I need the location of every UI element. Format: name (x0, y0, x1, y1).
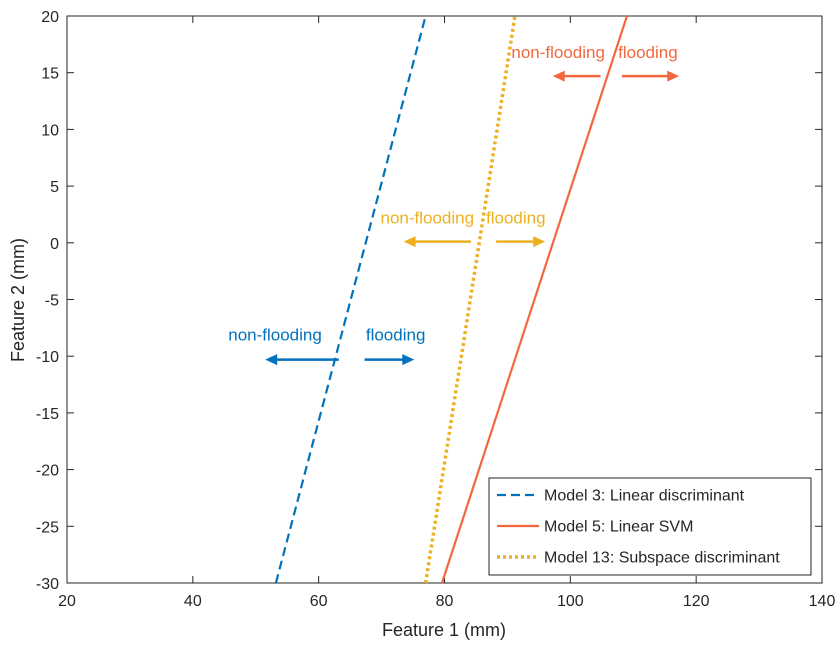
annotation-right-label: flooding (366, 325, 426, 344)
x-tick-label: 100 (557, 593, 584, 610)
annotation-left-label: non-flooding (380, 209, 474, 228)
legend: Model 3: Linear discriminant Model 5: Lin… (488, 477, 812, 576)
x-tick-label: 40 (184, 593, 202, 610)
legend-box (488, 477, 812, 576)
annotation-left-label: non-flooding (511, 43, 605, 62)
annotation-right-label: flooding (486, 209, 546, 228)
y-tick-label: -20 (36, 463, 59, 480)
y-tick-label: 10 (41, 122, 59, 139)
arrow-right-head (533, 236, 546, 248)
y-tick-label: -30 (36, 576, 59, 593)
y-tick-label: -25 (36, 519, 59, 536)
x-tick-label: 120 (683, 593, 710, 610)
series-lines (274, 15, 629, 584)
annotations: non-flooding flooding non-flooding flooding… (228, 43, 680, 366)
y-tick-label: -5 (45, 293, 59, 310)
y-tick-label: -10 (36, 349, 59, 366)
x-tick-label: 60 (310, 593, 328, 610)
y-tick-label: 20 (41, 9, 59, 26)
legend-entry-label: Model 13: Subspace discriminant (544, 550, 780, 567)
y-tick-label: 0 (50, 236, 59, 253)
axis-ticks: 20 40 60 80 100 120 140 20 15 10 5 0 -5 -10 -15 -20 -25 -… (36, 9, 836, 610)
arrow-left-head (265, 354, 278, 366)
y-tick-label: 5 (50, 179, 59, 196)
x-tick-label: 20 (58, 593, 76, 610)
x-tick-label: 80 (436, 593, 454, 610)
arrow-right-head (667, 70, 680, 82)
y-tick-label: -15 (36, 406, 59, 423)
legend-entry-label: Model 3: Linear discriminant (544, 488, 745, 505)
x-axis-label: Feature 1 (mm) (382, 620, 506, 640)
series-line-1 (440, 15, 629, 584)
legend-entry-label: Model 5: Linear SVM (544, 519, 693, 536)
arrow-right-head (402, 354, 415, 366)
y-tick-label: 15 (41, 66, 59, 83)
annotation-right-label: flooding (618, 43, 678, 62)
x-tick-label: 140 (809, 593, 836, 610)
arrow-left-head (403, 236, 416, 248)
annotation-left-label: non-flooding (228, 325, 322, 344)
y-axis-label: Feature 2 (mm) (8, 238, 28, 362)
arrow-left-head (552, 70, 565, 82)
